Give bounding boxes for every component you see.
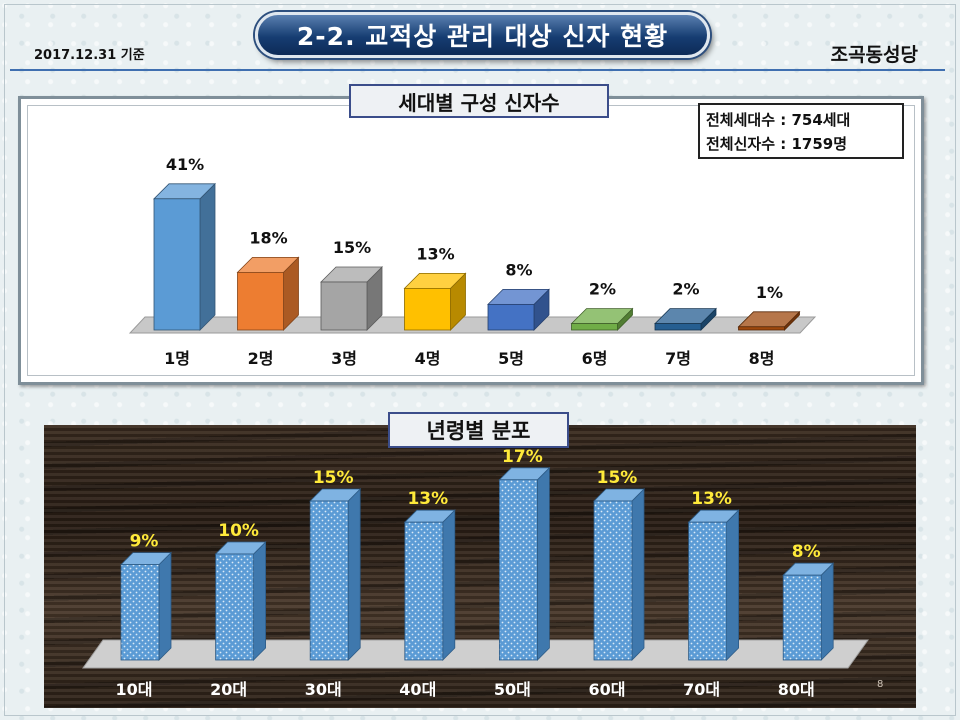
chart2-category-label: 50대 (494, 680, 531, 699)
chart2-value-label: 8% (792, 542, 821, 562)
chart2-bar-side (726, 509, 739, 661)
chart1-category-label: 3명 (331, 349, 357, 368)
chart2-bar (404, 521, 444, 661)
chart2-bar-side (253, 541, 267, 661)
chart2-value-label: 13% (691, 489, 732, 509)
chart2-bar-side (158, 551, 172, 661)
age-chart-title: 년령별 분포 (388, 412, 569, 448)
reference-date: 2017.12.31 기준 (34, 48, 145, 63)
chart2-value-label: 15% (597, 468, 638, 488)
chart2-category-label: 60대 (589, 680, 626, 699)
chart1-value-label: 2% (589, 280, 616, 299)
chart2-value-label: 17% (502, 447, 543, 467)
chart2-category-label: 30대 (305, 680, 342, 699)
chart2-category-label: 80대 (778, 680, 815, 699)
chart1-category-label: 5명 (498, 349, 524, 368)
chart1-bar (738, 326, 785, 331)
chart2-category-label: 70대 (683, 680, 720, 699)
chart2-bar (782, 574, 822, 661)
chart2-category-label: 20대 (210, 680, 247, 699)
page-number: 8 (877, 679, 884, 690)
chart1-value-label: 15% (333, 238, 371, 257)
chart1-bar (404, 287, 451, 331)
slide-title: 2-2. 교적상 관리 대상 신자 현황 (255, 12, 710, 58)
chart1-bar (654, 323, 702, 331)
chart2-value-label: 10% (218, 521, 259, 541)
chart2-bar (688, 521, 727, 661)
chart1-category-label: 1명 (164, 349, 190, 368)
chart1-category-label: 6명 (582, 349, 608, 368)
chart2-floor (82, 639, 869, 669)
chart1-value-label: 13% (416, 244, 454, 263)
chart2-bar (498, 479, 538, 661)
chart2-bar-side (442, 509, 456, 661)
chart2-bar-side (537, 466, 550, 661)
chart2-bar-side (347, 488, 361, 661)
chart1-category-label: 4명 (415, 349, 441, 368)
chart1-value-label: 2% (672, 280, 699, 299)
chart2-bar (215, 553, 255, 661)
chart1-bar (320, 281, 368, 331)
chart2-bar-side (631, 488, 645, 661)
chart2-bar (309, 500, 349, 661)
total-members: 전체신자수 : 1759명 (706, 135, 847, 153)
header-divider (10, 69, 945, 71)
chart2-bar-side (820, 562, 834, 661)
chart1-bar (571, 323, 618, 331)
chart2-value-label: 9% (130, 532, 159, 552)
chart2-value-label: 13% (407, 489, 448, 509)
household-chart-title: 세대별 구성 신자수 (349, 84, 609, 118)
chart1-bar (487, 303, 535, 331)
chart1-floor (128, 316, 817, 334)
organization-name: 조곡동성당 (830, 44, 918, 66)
total-households: 전체세대수 : 754세대 (706, 111, 851, 129)
chart1-value-label: 1% (756, 283, 783, 302)
chart2-category-label: 40대 (399, 680, 436, 699)
chart1-bar (237, 271, 284, 331)
chart1-category-label: 7명 (665, 349, 691, 368)
chart2-value-label: 15% (313, 468, 354, 488)
chart2-bar (120, 564, 160, 661)
chart2-bar (593, 500, 633, 661)
chart2-category-label: 10대 (116, 680, 153, 699)
chart1-value-label: 18% (249, 228, 287, 247)
totals-box: 전체세대수 : 754세대 전체신자수 : 1759명 (698, 103, 904, 159)
chart1-value-label: 41% (166, 155, 204, 174)
chart1-category-label: 8명 (749, 349, 775, 368)
slide-frame (4, 4, 956, 716)
chart1-bar (153, 198, 201, 331)
chart1-bar-side (199, 182, 216, 331)
chart1-value-label: 8% (505, 260, 532, 279)
chart1-category-label: 2명 (248, 349, 274, 368)
